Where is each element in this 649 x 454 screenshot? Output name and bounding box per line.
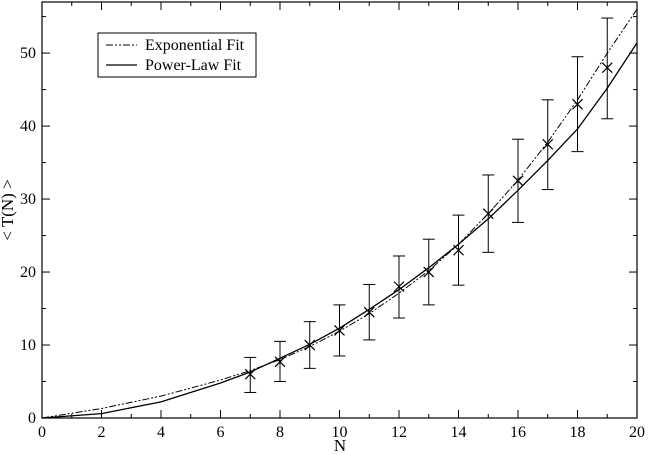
data-point <box>601 62 613 74</box>
y-tick-label: 0 <box>28 410 36 427</box>
data-point <box>304 339 316 351</box>
data-point <box>512 175 524 187</box>
x-tick-label: 0 <box>38 424 46 441</box>
data-point <box>274 356 286 368</box>
y-tick-label: 50 <box>20 45 36 62</box>
x-tick-label: 14 <box>451 424 467 441</box>
legend-label-exponential: Exponential Fit <box>145 37 245 54</box>
data-point <box>572 98 583 110</box>
y-tick-label: 40 <box>20 118 36 135</box>
x-tick-label: 4 <box>157 424 165 441</box>
error-bars <box>244 17 614 393</box>
axis-ticks <box>41 2 638 419</box>
y-tick-label: 20 <box>20 264 36 281</box>
data-point <box>453 244 464 256</box>
y-tick-label: 30 <box>20 191 36 208</box>
axis-tick-labels: 0 2 4 6 8 10 12 14 16 18 20 0 10 20 30 40 50 <box>20 45 645 441</box>
data-point <box>393 281 405 293</box>
x-tick-label: 16 <box>510 424 526 441</box>
data-point <box>542 138 554 150</box>
x-axis-title: N <box>334 436 346 454</box>
x-tick-label: 20 <box>629 424 645 441</box>
legend: Exponential Fit Power-Law Fit <box>97 32 257 78</box>
data-point <box>244 368 256 380</box>
data-point <box>334 324 345 336</box>
powerlaw-fit-line <box>41 42 638 419</box>
x-tick-label: 6 <box>217 424 225 441</box>
data-point <box>482 208 494 220</box>
exponential-fit-line <box>41 9 638 419</box>
data-point <box>363 306 375 318</box>
x-tick-label: 2 <box>98 424 106 441</box>
x-tick-label: 10 <box>332 424 348 441</box>
data-point <box>423 266 435 278</box>
y-axis-title: < T(N) > <box>0 179 17 240</box>
data-markers <box>244 62 613 380</box>
x-tick-label: 18 <box>570 424 586 441</box>
series-lines <box>41 9 638 419</box>
y-tick-label: 10 <box>20 337 36 354</box>
legend-box <box>97 32 257 78</box>
x-tick-label: 8 <box>276 424 284 441</box>
x-tick-label: 12 <box>391 424 407 441</box>
legend-label-powerlaw: Power-Law Fit <box>145 57 242 74</box>
